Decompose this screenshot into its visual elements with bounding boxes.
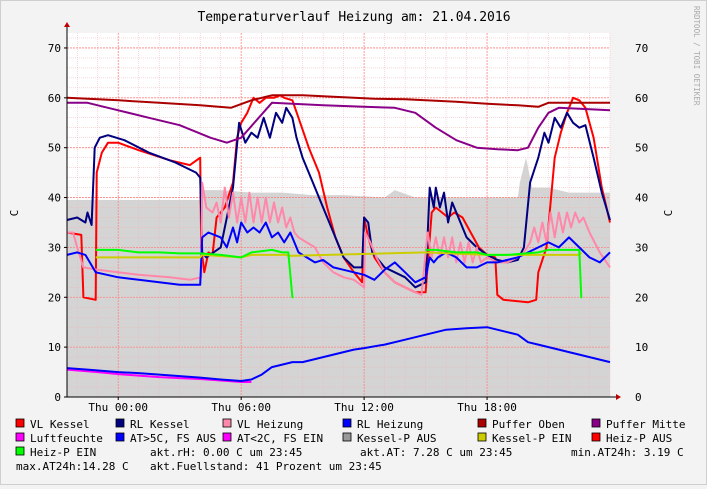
status-max-at: max.AT24h:14.28 C [16,460,129,473]
axis-layer: 0 0 10 10 20 20 30 30 40 40 50 50 60 60 70 70 Thu 00:00 T… [48,22,648,414]
x-tick-label: Thu 12:00 [334,401,394,414]
y-tick-label-right: 60 [635,92,648,105]
y-tick-label-left: 10 [48,341,61,354]
y-tick-label-right: 10 [635,341,648,354]
status-fuellstand: akt.Fuellstand: 41 Prozent um 23:45 [150,460,382,473]
y-tick-label-right: 20 [635,291,648,304]
series-puffer-oben [66,94,610,109]
legend-label-heiz-p-ein: Heiz-P EIN [30,446,96,459]
legend-label-vl-kessel: VL Kessel [30,418,90,431]
status-akt-rh: akt.rH: 0.00 C um 23:45 [150,446,302,459]
y-tick-label-right: 70 [635,42,648,55]
y-tick-label-left: 50 [48,142,61,155]
legend-label-rl-heizung: RL Heizung [357,418,423,431]
legend-label-rl-kessel: RL Kessel [130,418,190,431]
y-axis-label-left: C [8,210,21,217]
watermark: RRDTOOL / TOBI OETIKER [692,6,701,106]
x-axis-arrow [616,394,621,400]
y-tick-label-left: 70 [48,42,61,55]
series-kessel-p-ein [95,251,583,259]
legend: VL Kessel RL Kessel VL Heizung RL Heizung Pu… [15,418,685,445]
y-axis-arrow [64,22,70,27]
legend-label-kessel-p-ein: Kessel-P EIN [492,432,571,445]
legend-swatch-rl-kessel [115,418,125,428]
legend-label-puffer-oben: Puffer Oben [492,418,565,431]
legend-label-vl-heizung: VL Heizung [237,418,303,431]
y-tick-label-right: 0 [635,391,642,404]
y-tick-label-right: 30 [635,241,648,254]
y-tick-label-left: 30 [48,241,61,254]
series-at-5c-fs-aus [66,326,611,382]
y-tick-label-right: 40 [635,192,648,205]
y-axis-label-right: C [662,210,675,217]
series-layer [66,94,611,383]
series-heiz-p-ein [95,248,294,299]
x-tick-label: Thu 00:00 [88,401,148,414]
y-tick-label-left: 40 [48,192,61,205]
legend-swatch-rl-heizung [342,418,352,428]
legend-swatch-puffer-oben [477,418,487,428]
series-vl-heizung [67,181,611,296]
status-lines: Heiz-P EIN akt.rH: 0.00 C um 23:45 akt.A… [15,446,684,473]
y-tick-label-left: 60 [48,92,61,105]
legend-swatch-puffer-mitte [591,418,601,428]
legend-swatch-kessel-p-aus [342,432,352,442]
legend-label-at-2c-fs-ein: AT<2C, FS EIN [237,432,323,445]
status-min-at: min.AT24h: 3.19 C [571,446,684,459]
legend-swatch-heiz-p-ein [15,446,25,456]
legend-swatch-heiz-p-aus [591,432,601,442]
legend-label-puffer-mitte: Puffer Mitte [606,418,685,431]
series-puffer-mitte [67,101,611,152]
x-tick-label: Thu 18:00 [457,401,517,414]
chart-title: Temperaturverlauf Heizung am: 21.04.2016 [197,10,510,25]
legend-label-kessel-p-aus: Kessel-P AUS [357,432,436,445]
y-tick-label-right: 50 [635,142,648,155]
series-heiz-p-ein-2 [425,248,583,299]
legend-label-luftfeuchte: Luftfeuchte [30,432,103,445]
y-tick-label-left: 0 [54,391,61,404]
legend-swatch-vl-heizung [222,418,232,428]
y-tick-label-left: 20 [48,291,61,304]
legend-label-heiz-p-aus: Heiz-P AUS [606,432,672,445]
legend-label-at-5c-fs-aus: AT>5C, FS AUS [130,432,216,445]
legend-swatch-luftfeuchte [15,432,25,442]
legend-swatch-at-2c-fs-ein [222,432,232,442]
legend-swatch-kessel-p-ein [477,432,487,442]
x-tick-label: Thu 06:00 [211,401,271,414]
series-rl-heizung [66,221,611,286]
status-akt-at: akt.AT: 7.28 C um 23:45 [360,446,512,459]
legend-swatch-at-5c-fs-aus [115,432,125,442]
legend-swatch-vl-kessel [15,418,25,428]
series-rl-kessel [66,106,611,289]
